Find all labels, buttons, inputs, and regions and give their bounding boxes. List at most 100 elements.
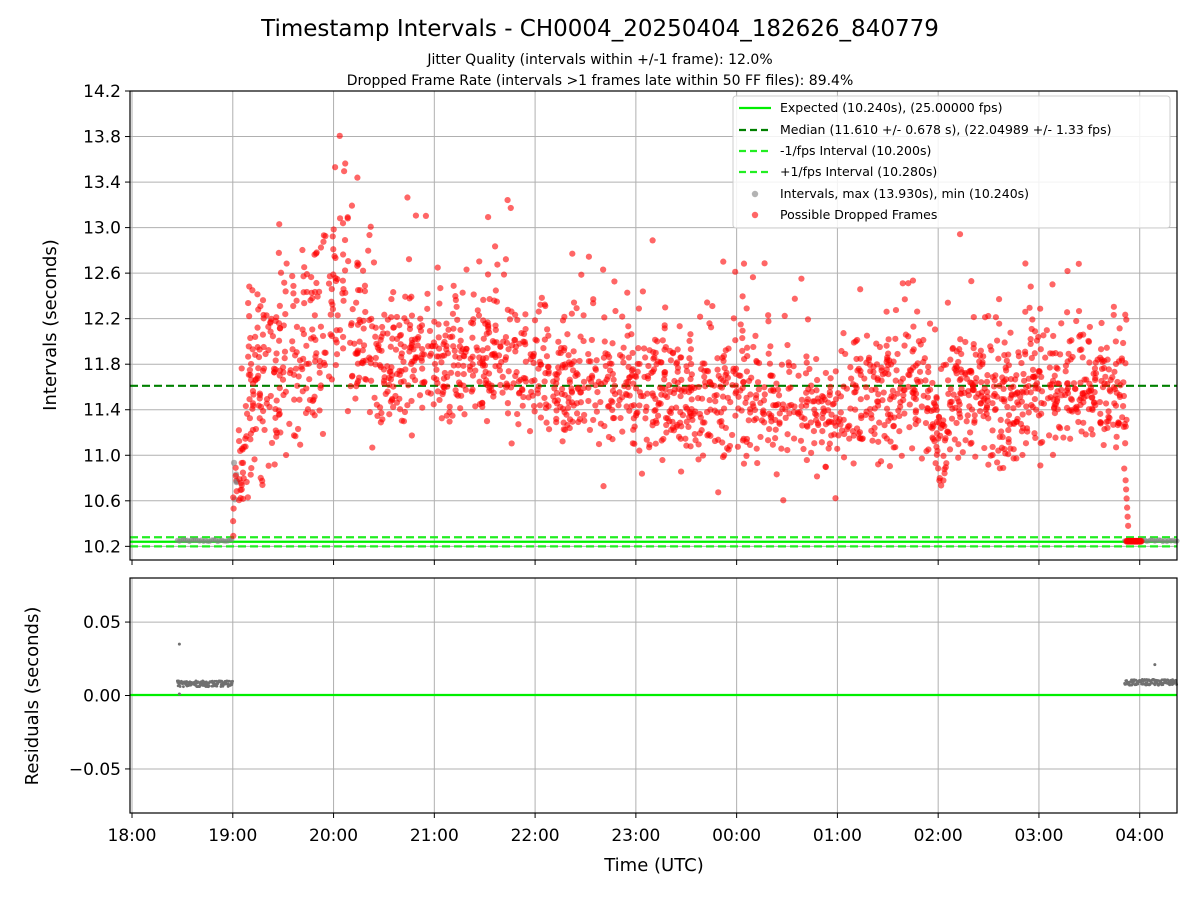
data-point <box>504 196 511 204</box>
data-point <box>1052 434 1059 441</box>
data-point <box>512 311 519 318</box>
data-point <box>609 398 616 406</box>
data-point <box>852 388 859 396</box>
data-point <box>434 388 441 395</box>
data-point <box>956 231 964 238</box>
data-point <box>632 385 640 392</box>
data-point <box>385 374 392 382</box>
data-point <box>1053 364 1060 371</box>
data-point <box>424 305 431 312</box>
data-point <box>1000 385 1007 393</box>
data-point <box>474 307 481 314</box>
data-point <box>1001 339 1008 346</box>
data-point <box>282 288 289 295</box>
data-point <box>730 315 737 322</box>
data-point <box>359 267 367 274</box>
data-point <box>1064 267 1071 275</box>
data-point <box>449 333 456 340</box>
data-point <box>461 353 468 360</box>
data-point <box>997 416 1004 423</box>
data-point <box>340 345 347 352</box>
data-point <box>606 353 613 361</box>
data-point <box>443 412 450 419</box>
data-point <box>1005 439 1012 446</box>
data-point <box>715 372 722 379</box>
data-point <box>472 403 479 410</box>
data-point <box>544 363 552 370</box>
data-point <box>354 259 361 266</box>
data-point <box>862 384 870 391</box>
data-point <box>856 429 863 436</box>
data-point <box>569 367 577 374</box>
data-point <box>729 431 736 439</box>
data-point <box>453 303 460 310</box>
data-point <box>1042 354 1049 361</box>
data-point <box>360 342 368 349</box>
data-point <box>775 392 783 399</box>
data-point <box>499 373 506 380</box>
data-point <box>734 443 741 450</box>
data-point <box>761 260 768 267</box>
data-point <box>804 396 811 403</box>
data-point <box>1037 462 1044 469</box>
legend-label-plus-fps: +1/fps Interval (10.280s) <box>780 164 937 179</box>
data-point <box>265 462 272 469</box>
data-point <box>581 411 588 419</box>
data-point <box>436 396 443 404</box>
data-point <box>379 323 386 331</box>
data-point <box>1122 477 1129 484</box>
y-tick-label: −0.05 <box>69 760 121 780</box>
data-point <box>1003 376 1010 383</box>
data-point <box>299 326 306 333</box>
data-point <box>492 287 499 294</box>
data-point <box>259 331 267 338</box>
data-point <box>863 394 870 401</box>
data-point <box>256 415 263 422</box>
data-point <box>825 418 833 425</box>
data-point <box>1123 495 1130 502</box>
data-point <box>764 437 772 444</box>
data-point <box>590 296 597 303</box>
data-point <box>867 368 874 375</box>
data-point <box>738 407 745 414</box>
data-point <box>230 532 237 539</box>
data-point <box>400 358 407 365</box>
data-point <box>356 338 363 345</box>
data-point <box>719 393 727 400</box>
data-point <box>649 422 656 429</box>
data-point <box>918 403 925 410</box>
data-point <box>659 456 666 464</box>
data-point <box>454 316 461 323</box>
data-point <box>712 398 719 405</box>
data-point <box>275 249 282 256</box>
data-point <box>949 345 956 352</box>
data-point <box>564 404 572 412</box>
data-point <box>832 396 840 403</box>
data-point <box>254 291 261 298</box>
data-point <box>1078 346 1085 353</box>
data-point <box>1029 366 1037 373</box>
y-tick-label: 11.8 <box>83 355 121 375</box>
data-point <box>692 408 699 415</box>
data-point <box>502 356 509 363</box>
data-point <box>892 306 900 314</box>
data-point <box>813 387 820 394</box>
data-point <box>446 418 453 425</box>
data-point <box>592 365 599 372</box>
data-point <box>545 332 552 339</box>
data-point <box>958 350 965 358</box>
data-point <box>341 267 349 274</box>
data-point <box>773 380 780 387</box>
data-point <box>683 363 690 370</box>
data-point <box>561 409 568 416</box>
data-point <box>255 402 262 409</box>
data-point <box>282 451 290 459</box>
data-point <box>850 460 857 467</box>
data-point <box>384 330 391 337</box>
data-point <box>830 419 838 426</box>
data-point <box>770 386 777 393</box>
data-point <box>992 406 999 413</box>
data-point <box>947 398 954 406</box>
data-point <box>1104 356 1111 363</box>
data-point <box>1051 372 1058 379</box>
